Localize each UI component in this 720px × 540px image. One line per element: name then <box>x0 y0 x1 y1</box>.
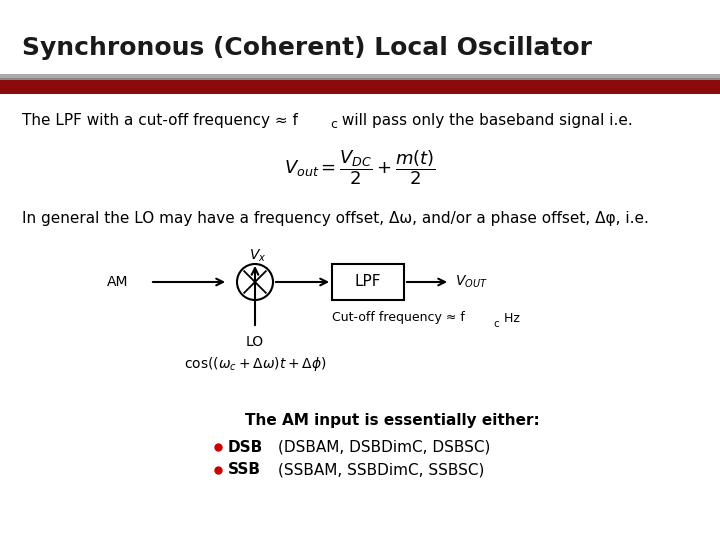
Text: $V_x$: $V_x$ <box>249 248 266 264</box>
Text: (DSBAM, DSBDimC, DSBSC): (DSBAM, DSBDimC, DSBSC) <box>278 440 490 455</box>
Bar <box>332 264 404 300</box>
Bar <box>0 74 720 80</box>
Bar <box>0 78 720 86</box>
Text: AM: AM <box>107 275 129 289</box>
Text: (SSBAM, SSBDimC, SSBSC): (SSBAM, SSBDimC, SSBSC) <box>278 462 485 477</box>
Text: The AM input is essentially either:: The AM input is essentially either: <box>245 413 540 428</box>
Text: c: c <box>493 319 499 329</box>
Bar <box>0 80 720 94</box>
Text: DSB: DSB <box>228 440 264 455</box>
Text: $V_{OUT}$: $V_{OUT}$ <box>455 274 488 290</box>
Text: LO: LO <box>246 335 264 349</box>
Text: In general the LO may have a frequency offset, Δω, and/or a phase offset, Δφ, i.: In general the LO may have a frequency o… <box>22 211 649 226</box>
Text: LPF: LPF <box>355 274 382 289</box>
Text: Hz: Hz <box>500 312 520 325</box>
Text: Cut-off frequency ≈ f: Cut-off frequency ≈ f <box>332 312 465 325</box>
Text: c: c <box>330 118 337 132</box>
Text: The LPF with a cut-off frequency ≈ f: The LPF with a cut-off frequency ≈ f <box>22 112 298 127</box>
Text: will pass only the baseband signal i.e.: will pass only the baseband signal i.e. <box>337 112 633 127</box>
Text: $V_{out} = \dfrac{V_{DC}}{2} + \dfrac{m(t)}{2}$: $V_{out} = \dfrac{V_{DC}}{2} + \dfrac{m(… <box>284 148 436 187</box>
Text: SSB: SSB <box>228 462 261 477</box>
Text: Synchronous (Coherent) Local Oscillator: Synchronous (Coherent) Local Oscillator <box>22 36 592 60</box>
Text: $\cos((\omega_c + \Delta\omega)t + \Delta\phi)$: $\cos((\omega_c + \Delta\omega)t + \Delt… <box>184 355 326 373</box>
